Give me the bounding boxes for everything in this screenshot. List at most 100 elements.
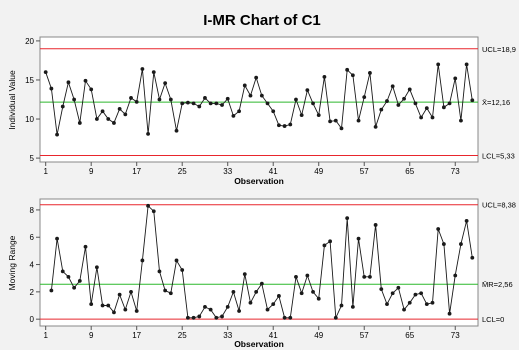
data-point (242, 272, 247, 277)
data-point (396, 103, 401, 107)
x-tick-label: 9 (89, 167, 94, 176)
x-ticks: 1 9 17 25 33 41 49 57 65 73 (43, 326, 460, 340)
control-limit-label: UCL=18,9 (482, 45, 516, 54)
x-tick-label: 49 (314, 167, 323, 176)
data-point (180, 268, 185, 272)
data-point (77, 121, 82, 125)
data-point (140, 258, 145, 263)
data-point (362, 95, 367, 100)
data-point (163, 81, 168, 85)
data-point (368, 274, 372, 279)
data-point (413, 101, 418, 106)
x-tick-label: 65 (405, 331, 414, 340)
data-point (350, 304, 355, 309)
data-point (123, 112, 128, 117)
data-point (396, 285, 401, 290)
data-point (379, 107, 384, 112)
data-point (180, 101, 185, 106)
control-lines: X̄=12,16 UCL=18,9 LCL=5,33 (40, 45, 516, 161)
data-point (288, 122, 293, 127)
x-tick-label: 33 (223, 331, 232, 340)
moving-range-panel: Moving Range Observation 0 2 4 6 8 1 9 17 25 33 4… (7, 198, 516, 349)
data-point (55, 132, 59, 137)
y-tick-label: 0 (30, 315, 35, 324)
data-point (117, 106, 122, 111)
data-point (470, 98, 475, 103)
data-point (356, 118, 361, 123)
y-tick-label: 5 (30, 154, 35, 163)
data-point (117, 292, 122, 297)
y-tick-label: 4 (30, 261, 35, 270)
data-point (345, 67, 350, 72)
data-point (140, 67, 145, 71)
data-point (453, 273, 458, 278)
data-point (94, 117, 99, 121)
data-point (185, 100, 190, 105)
data-point (459, 242, 463, 246)
y-axis-label: Moving Range (7, 235, 17, 290)
data-point (146, 131, 150, 136)
data-point (100, 303, 105, 308)
x-tick-label: 25 (178, 331, 187, 340)
data-point (151, 70, 156, 75)
x-axis-label: Observation (234, 339, 284, 349)
data-point (385, 99, 389, 103)
data-point (316, 113, 321, 118)
data-point (350, 73, 355, 78)
data-point (316, 296, 321, 301)
data-point (129, 289, 133, 294)
data-point (55, 236, 59, 241)
x-tick-label: 9 (89, 331, 94, 340)
data-point (436, 62, 441, 67)
y-tick-label: 6 (30, 233, 35, 242)
data-point (368, 71, 372, 75)
data-point (402, 96, 406, 101)
data-point (424, 106, 429, 110)
plot-area (39, 198, 479, 327)
data-point (441, 242, 446, 246)
data-point (254, 289, 259, 294)
data-point (208, 101, 213, 106)
data-point (390, 84, 395, 89)
data-point (407, 300, 412, 305)
x-tick-label: 65 (405, 167, 414, 176)
data-series (43, 62, 475, 137)
data-point (237, 309, 241, 313)
data-point (89, 87, 94, 92)
data-point (339, 303, 344, 308)
data-point (419, 291, 424, 296)
data-point (123, 307, 128, 312)
control-limit-label: UCL=8,38 (482, 201, 516, 210)
data-point (288, 315, 293, 320)
x-tick-label: 33 (223, 167, 232, 176)
data-point (430, 300, 435, 305)
y-tick-label: 15 (25, 76, 34, 85)
center-line-label: M̄R=2,56 (482, 280, 513, 289)
data-point (305, 88, 310, 93)
x-tick-label: 73 (451, 331, 460, 340)
data-point (259, 93, 264, 98)
data-point (328, 119, 333, 124)
data-point (407, 87, 412, 92)
data-point (373, 124, 378, 129)
data-point (151, 209, 156, 214)
data-point (254, 75, 259, 80)
data-point (447, 311, 452, 316)
data-point (214, 315, 219, 320)
data-point (106, 303, 111, 308)
data-point (49, 86, 54, 91)
data-point (333, 118, 338, 123)
data-point (220, 103, 224, 107)
data-point (60, 269, 65, 274)
control-limit-label: LCL=5,33 (482, 152, 515, 161)
x-axis-label: Observation (234, 176, 284, 186)
data-point (271, 302, 276, 307)
data-point (447, 101, 452, 106)
data-point (419, 115, 424, 120)
data-point (248, 93, 253, 98)
data-point (464, 62, 469, 67)
data-point (60, 104, 65, 109)
data-point (311, 101, 315, 106)
data-point (72, 285, 77, 290)
y-ticks: 0 2 4 6 8 (30, 206, 40, 324)
